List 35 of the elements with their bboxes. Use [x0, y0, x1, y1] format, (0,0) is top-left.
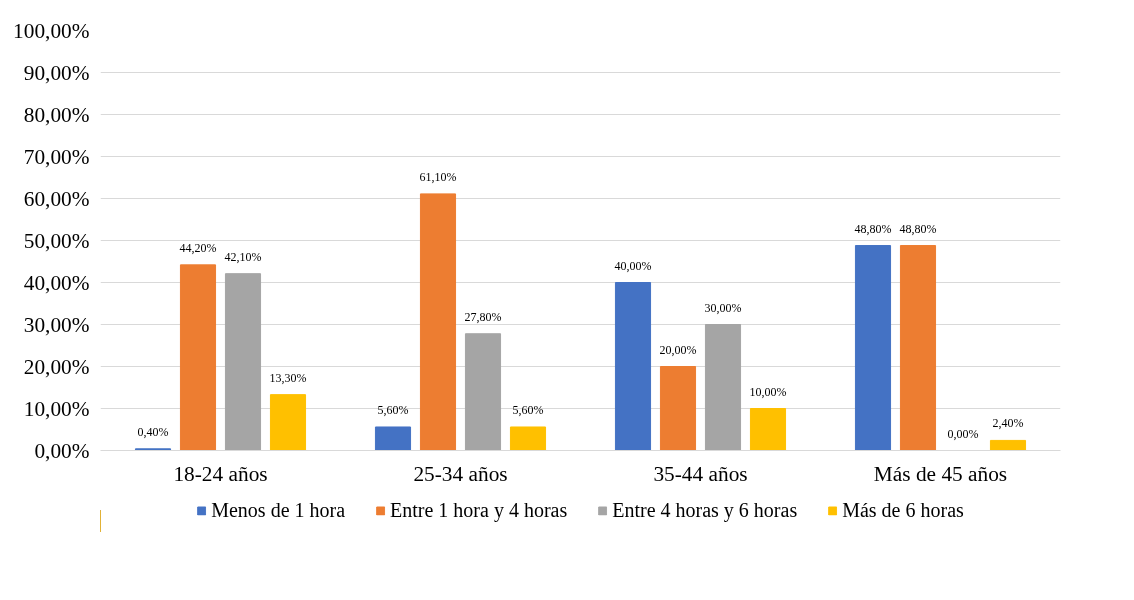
- y-tick-label: 30,00%: [23, 312, 90, 337]
- data-label: 44,20%: [179, 240, 217, 255]
- y-tick-label: 70,00%: [23, 144, 90, 169]
- data-label: 61,10%: [419, 169, 457, 184]
- data-label: 0,00%: [947, 426, 979, 441]
- data-label: 27,80%: [464, 309, 502, 324]
- x-tick-label: 18-24 años: [173, 461, 268, 486]
- x-tick-label: 35-44 años: [653, 461, 748, 486]
- y-tick-label: 0,00%: [34, 438, 90, 463]
- y-tick-label: 10,00%: [23, 396, 90, 421]
- x-tick-label: 25-34 años: [413, 461, 508, 486]
- data-label: 13,30%: [269, 370, 307, 385]
- y-tick-label: 50,00%: [23, 228, 90, 253]
- data-label: 48,80%: [899, 221, 937, 236]
- data-label: 0,40%: [137, 424, 169, 439]
- data-label: 40,00%: [614, 258, 652, 273]
- y-tick-label: 20,00%: [23, 354, 90, 379]
- legend-label: Menos de 1 hora: [211, 498, 346, 522]
- y-tick-label: 60,00%: [23, 186, 90, 211]
- data-label: 5,60%: [377, 402, 409, 417]
- data-label: 20,00%: [659, 342, 697, 357]
- data-label: 30,00%: [704, 300, 742, 315]
- legend-label: Más de 6 horas: [842, 498, 964, 522]
- legend-label: Entre 4 horas y 6 horas: [612, 498, 798, 522]
- data-label: 42,10%: [224, 249, 262, 264]
- data-label: 48,80%: [854, 221, 892, 236]
- data-label: 2,40%: [992, 416, 1024, 431]
- data-label: 5,60%: [512, 402, 544, 417]
- y-tick-label: 40,00%: [23, 270, 90, 295]
- x-tick-label: Más de 45 años: [873, 461, 1008, 486]
- legend-label: Entre 1 hora y 4 horas: [390, 498, 568, 522]
- data-label: 10,00%: [749, 384, 787, 399]
- y-tick-label: 90,00%: [23, 60, 90, 85]
- y-tick-label: 80,00%: [23, 102, 90, 127]
- y-tick-label: 100,00%: [13, 18, 90, 43]
